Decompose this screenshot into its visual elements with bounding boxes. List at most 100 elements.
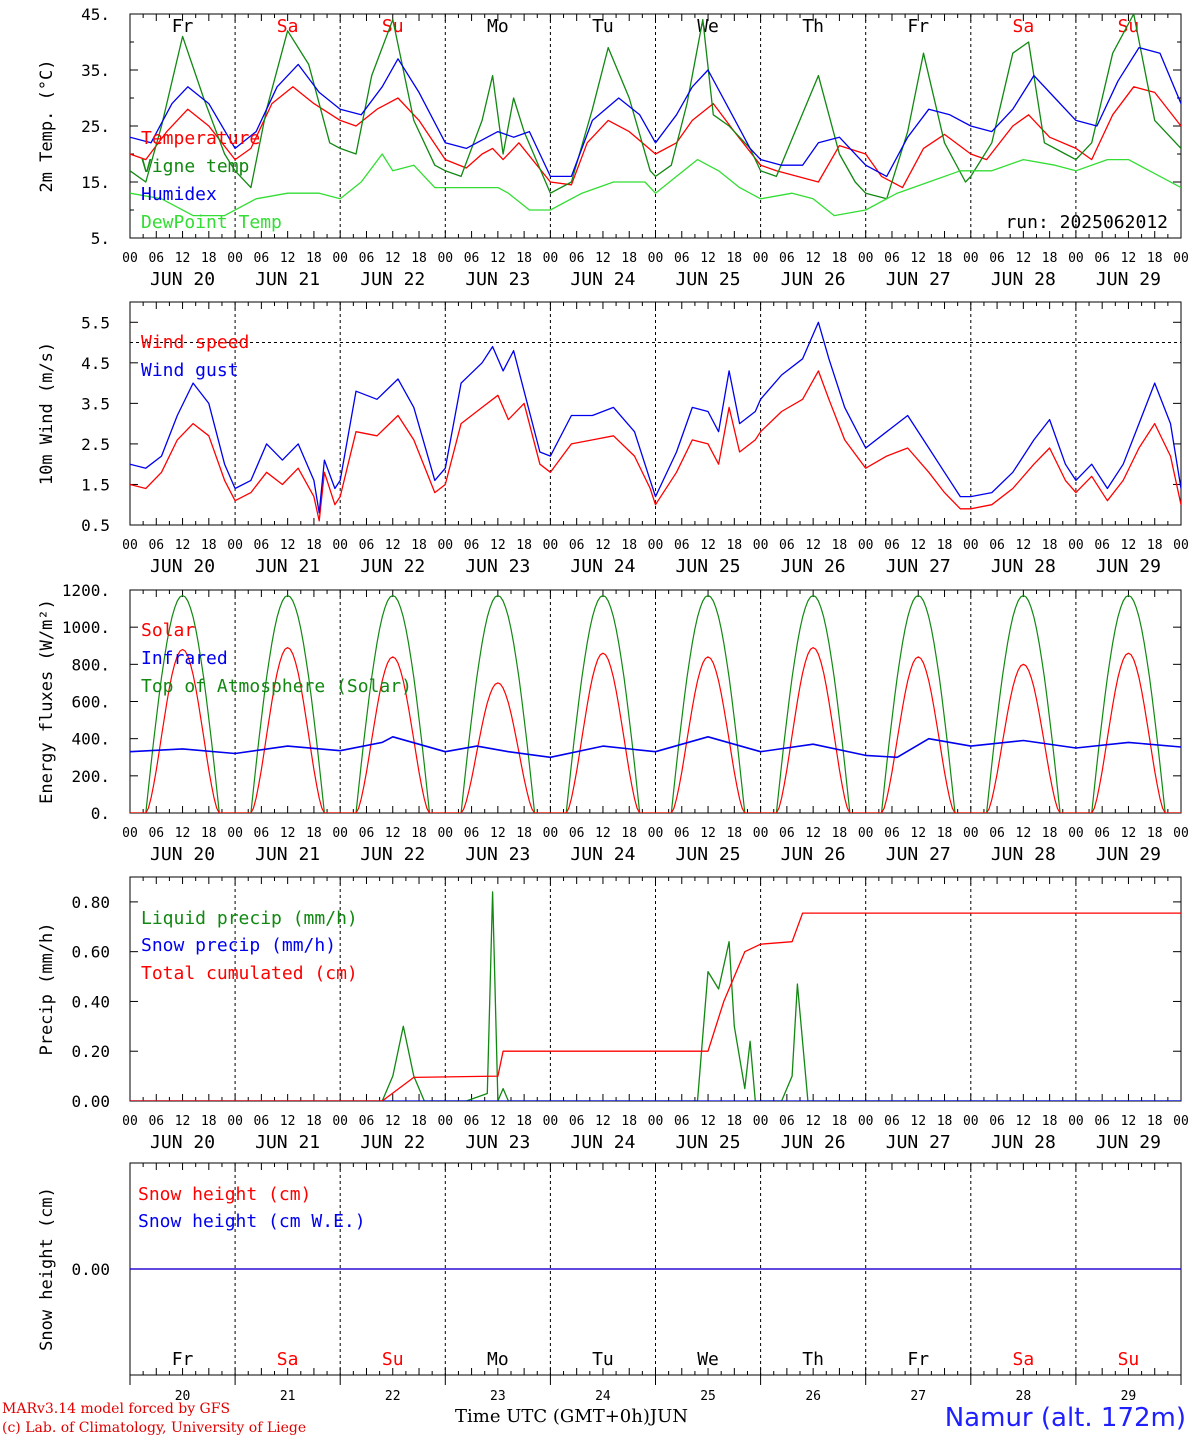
hour-label: 00	[332, 538, 348, 553]
hour-label: 00	[332, 826, 348, 841]
panel-3: 0. 200. 400. 600. 800. 1000. 1200. Energy fluxe…	[37, 581, 1189, 865]
date-label: JUN 23	[465, 844, 530, 865]
date-label: JUN 22	[360, 844, 425, 865]
date-label: JUN 24	[570, 844, 635, 865]
legend-snow-height-cm-w-e: Snow height (cm W.E.)	[138, 1211, 366, 1232]
hour-label: 12	[385, 538, 401, 553]
hour-label: 12	[1016, 251, 1032, 266]
hour-label: 06	[359, 251, 375, 266]
date-label: JUN 22	[360, 1132, 425, 1153]
hour-label: 00	[753, 1114, 769, 1129]
date-label: JUN 20	[150, 556, 215, 577]
day-number-label: 20	[175, 1389, 191, 1404]
weekday-label: Sa	[1013, 16, 1035, 37]
date-label: JUN 28	[991, 556, 1056, 577]
legend-top-of-atmosphere-solar: Top of Atmosphere (Solar)	[141, 676, 412, 697]
hour-label: 00	[227, 1114, 243, 1129]
hour-label: 18	[621, 826, 637, 841]
weekday-label: Sa	[277, 16, 299, 37]
hour-label: 06	[464, 826, 480, 841]
hour-label: 06	[674, 251, 690, 266]
hour-label: 12	[490, 826, 506, 841]
hour-label: 12	[175, 251, 191, 266]
weekday-label: Fr	[172, 1349, 194, 1370]
y-axis-label: 10m Wind (m/s)	[37, 342, 57, 485]
date-label: JUN 22	[360, 269, 425, 290]
weekday-label: Su	[382, 16, 404, 37]
date-label: JUN 27	[886, 844, 951, 865]
hour-label: 12	[280, 1114, 296, 1129]
hour-label: 00	[332, 251, 348, 266]
hour-label: 18	[306, 251, 322, 266]
hour-label: 12	[805, 1114, 821, 1129]
hour-label: 00	[648, 251, 664, 266]
hour-label: 18	[1147, 538, 1163, 553]
hour-label: 18	[832, 251, 848, 266]
y-tick-label: 2.5	[81, 435, 110, 454]
hour-label: 06	[989, 251, 1005, 266]
hour-label: 06	[254, 538, 270, 553]
day-number-label: 26	[805, 1389, 821, 1404]
hour-label: 00	[437, 251, 453, 266]
y-tick-label: 1.5	[81, 475, 110, 494]
legend-infrared: Infrared	[141, 648, 228, 669]
y-tick-label: 400.	[71, 730, 110, 749]
hour-label: 18	[832, 1114, 848, 1129]
date-label: JUN 25	[676, 269, 741, 290]
location-title: Namur (alt. 172m)	[944, 1403, 1186, 1433]
series-group	[130, 321, 1181, 522]
weekday-label: Su	[1118, 1349, 1140, 1370]
hour-label: 00	[437, 826, 453, 841]
hour-label: 18	[937, 538, 953, 553]
legend-temperature: Temperature	[141, 128, 260, 149]
date-label: JUN 27	[886, 556, 951, 577]
y-tick-label: 0.00	[71, 1092, 110, 1111]
hour-label: 00	[858, 251, 874, 266]
day-number-label: 24	[595, 1389, 611, 1404]
vigne-temp-line	[130, 14, 1181, 200]
toa-solar-line	[130, 594, 1181, 813]
hour-label: 00	[963, 251, 979, 266]
date-label: JUN 21	[255, 844, 320, 865]
date-label: JUN 21	[255, 1132, 320, 1153]
legend-solar: Solar	[141, 620, 195, 641]
legend-wind-speed: Wind speed	[141, 332, 249, 353]
y-tick-label: 5.5	[81, 313, 110, 332]
date-label: JUN 28	[991, 844, 1056, 865]
date-label: JUN 25	[676, 556, 741, 577]
date-label: JUN 29	[1096, 269, 1161, 290]
hour-label: 06	[674, 1114, 690, 1129]
date-label: JUN 29	[1096, 844, 1161, 865]
hour-label: 12	[805, 251, 821, 266]
date-label: JUN 26	[781, 556, 846, 577]
weekday-label: Th	[802, 16, 824, 37]
legend-vigne-temp: Vigne temp	[141, 156, 249, 177]
hour-label: 06	[569, 1114, 585, 1129]
hour-label: 06	[254, 1114, 270, 1129]
y-axis-label: Energy fluxes (W/m²)	[37, 599, 57, 804]
hour-label: 12	[910, 251, 926, 266]
date-label: JUN 20	[150, 844, 215, 865]
hour-label: 06	[884, 826, 900, 841]
date-label: JUN 29	[1096, 556, 1161, 577]
y-tick-label: 0.40	[71, 992, 110, 1011]
date-label: JUN 20	[150, 1132, 215, 1153]
y-tick-label: 0.5	[81, 516, 110, 535]
hour-label: 00	[543, 826, 559, 841]
hour-label: 12	[490, 1114, 506, 1129]
hour-label: 12	[280, 826, 296, 841]
hour-label: 06	[1094, 1114, 1110, 1129]
hour-label: 18	[516, 538, 532, 553]
hour-label: 18	[832, 826, 848, 841]
hour-label: 12	[385, 1114, 401, 1129]
plot-frame	[129, 301, 1182, 526]
legend-total-cumulated-cm: Total cumulated (cm)	[141, 963, 358, 984]
hour-label: 18	[516, 1114, 532, 1129]
hour-label: 12	[595, 538, 611, 553]
hour-label: 18	[201, 251, 217, 266]
hour-label: 12	[1016, 538, 1032, 553]
date-label: JUN 27	[886, 1132, 951, 1153]
date-label: JUN 25	[676, 1132, 741, 1153]
y-tick-label: 0.	[91, 804, 110, 823]
time-label: Time UTC (GMT+0h)	[455, 1406, 650, 1427]
